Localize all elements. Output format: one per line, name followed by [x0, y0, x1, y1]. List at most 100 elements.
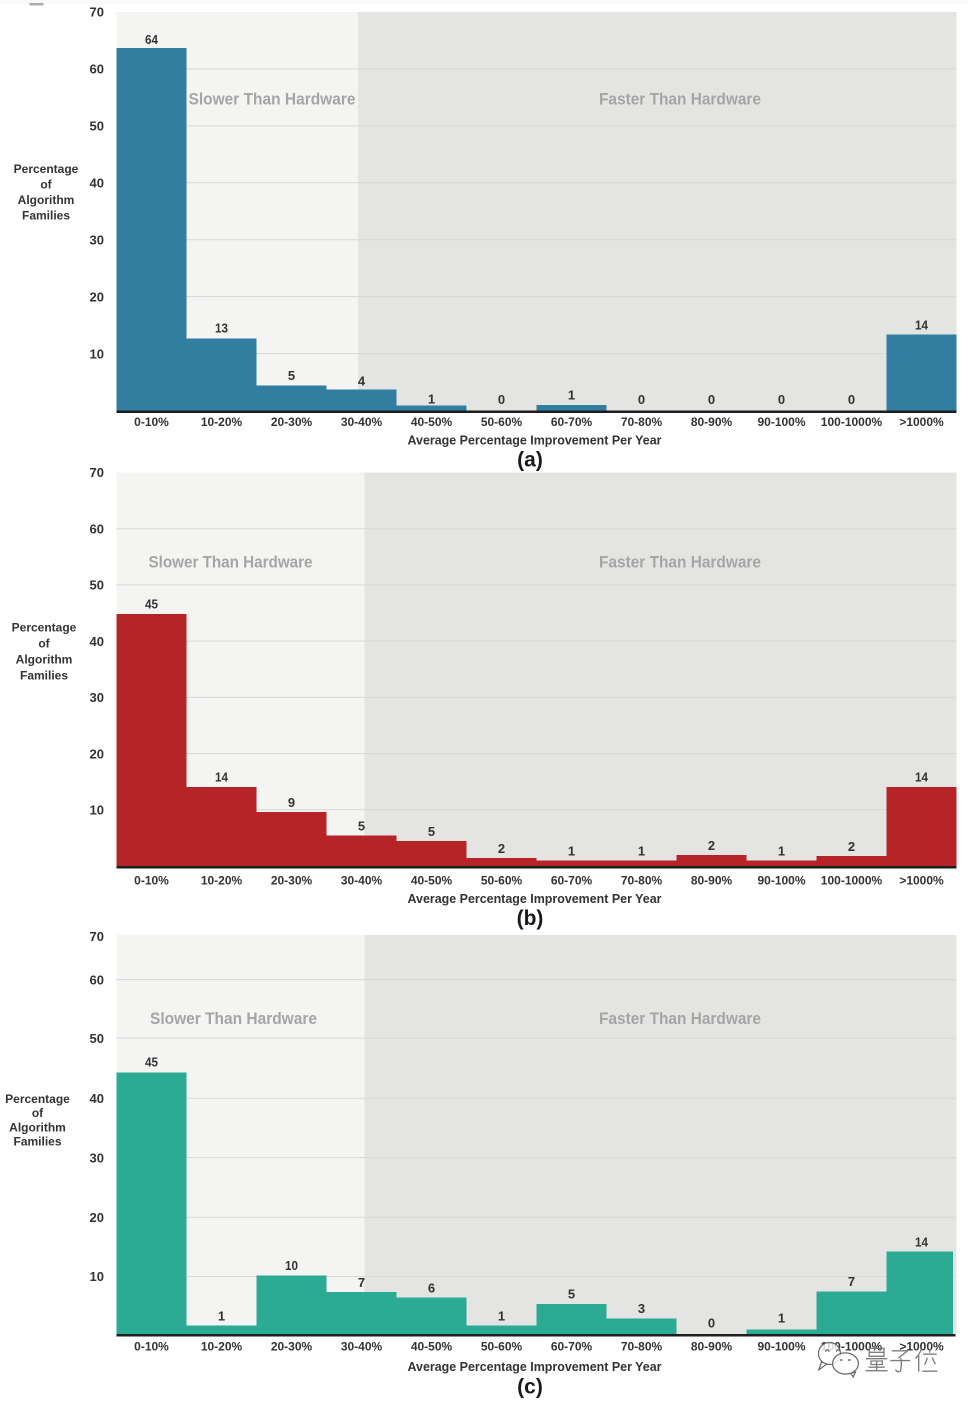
- svg-text:60-70%: 60-70%: [551, 415, 593, 429]
- svg-text:4: 4: [358, 374, 366, 389]
- svg-text:0-10%: 0-10%: [134, 1339, 169, 1353]
- svg-text:Faster Than Hardware: Faster Than Hardware: [599, 90, 761, 108]
- svg-text:3: 3: [638, 1301, 645, 1316]
- svg-text:30-40%: 30-40%: [341, 415, 383, 429]
- svg-text:of: of: [38, 637, 50, 651]
- svg-text:14: 14: [915, 770, 929, 785]
- svg-text:70-80%: 70-80%: [621, 873, 663, 887]
- svg-text:(c): (c): [517, 1376, 543, 1399]
- svg-text:0: 0: [848, 392, 855, 407]
- svg-text:5: 5: [428, 824, 435, 839]
- svg-text:7: 7: [848, 1274, 855, 1289]
- svg-text:0: 0: [498, 392, 505, 407]
- svg-text:Families: Families: [13, 1135, 61, 1149]
- svg-text:10-20%: 10-20%: [201, 873, 243, 887]
- svg-text:Families: Families: [22, 208, 70, 222]
- svg-text:Percentage: Percentage: [14, 162, 79, 176]
- svg-text:10: 10: [90, 346, 104, 361]
- svg-text:1: 1: [778, 844, 785, 859]
- svg-text:60-70%: 60-70%: [551, 1339, 593, 1353]
- svg-text:1: 1: [568, 844, 575, 859]
- svg-text:70: 70: [90, 5, 104, 20]
- svg-text:Algorithm: Algorithm: [16, 652, 73, 666]
- svg-text:of: of: [40, 177, 52, 191]
- svg-text:0: 0: [638, 392, 645, 407]
- svg-text:60: 60: [90, 521, 104, 536]
- svg-text:2: 2: [498, 841, 505, 856]
- svg-text:1: 1: [498, 1309, 505, 1324]
- svg-text:80-90%: 80-90%: [691, 415, 733, 429]
- svg-text:1: 1: [428, 392, 435, 407]
- svg-text:100-1000%: 100-1000%: [821, 873, 883, 887]
- svg-text:70: 70: [90, 465, 104, 480]
- svg-text:5: 5: [288, 368, 295, 383]
- svg-text:Slower Than Hardware: Slower Than Hardware: [189, 90, 356, 108]
- svg-text:70-80%: 70-80%: [621, 1339, 663, 1353]
- svg-text:9: 9: [288, 795, 295, 810]
- svg-text:10-20%: 10-20%: [201, 415, 243, 429]
- svg-text:of: of: [32, 1106, 44, 1120]
- svg-text:(b): (b): [517, 907, 544, 930]
- svg-text:30-40%: 30-40%: [341, 873, 383, 887]
- svg-text:100-1000%: 100-1000%: [821, 415, 883, 429]
- svg-text:>1000%: >1000%: [899, 1339, 944, 1353]
- svg-text:90-100%: 90-100%: [757, 415, 805, 429]
- svg-text:>1000%: >1000%: [899, 415, 944, 429]
- svg-text:14: 14: [915, 318, 929, 333]
- svg-text:50: 50: [90, 578, 104, 593]
- svg-text:20-30%: 20-30%: [271, 415, 313, 429]
- svg-text:Algorithm: Algorithm: [9, 1120, 66, 1134]
- svg-text:80-90%: 80-90%: [691, 1339, 733, 1353]
- svg-text:Percentage: Percentage: [5, 1092, 70, 1106]
- svg-text:1: 1: [638, 844, 645, 859]
- svg-text:45: 45: [145, 596, 158, 611]
- svg-text:20: 20: [90, 746, 104, 761]
- svg-text:80-90%: 80-90%: [691, 873, 733, 887]
- svg-text:Average Percentage Improvement: Average Percentage Improvement Per Year: [408, 434, 662, 448]
- svg-text:50-60%: 50-60%: [481, 873, 523, 887]
- svg-text:10: 10: [285, 1258, 298, 1273]
- svg-text:30-40%: 30-40%: [341, 1339, 383, 1353]
- svg-text:60: 60: [90, 62, 104, 77]
- svg-text:7: 7: [358, 1275, 365, 1290]
- svg-text:0: 0: [708, 392, 715, 407]
- svg-text:40: 40: [90, 1091, 104, 1106]
- svg-text:1: 1: [218, 1309, 225, 1324]
- svg-text:1: 1: [778, 1311, 785, 1326]
- svg-text:6: 6: [428, 1281, 435, 1296]
- svg-text:5: 5: [568, 1287, 575, 1302]
- svg-text:60: 60: [90, 972, 104, 987]
- svg-text:40-50%: 40-50%: [411, 415, 453, 429]
- svg-text:20: 20: [90, 1210, 104, 1225]
- svg-text:30: 30: [90, 690, 104, 705]
- svg-text:60-70%: 60-70%: [551, 873, 593, 887]
- svg-text:50-60%: 50-60%: [481, 1339, 523, 1353]
- svg-text:90-100%: 90-100%: [757, 1339, 805, 1353]
- svg-text:Algorithm: Algorithm: [18, 193, 75, 207]
- svg-text:Faster Than Hardware: Faster Than Hardware: [599, 1010, 761, 1028]
- svg-text:40-50%: 40-50%: [411, 1339, 453, 1353]
- svg-text:50: 50: [90, 1031, 104, 1046]
- svg-text:70: 70: [90, 929, 104, 944]
- svg-text:20-30%: 20-30%: [271, 1339, 313, 1353]
- svg-text:2: 2: [708, 838, 715, 853]
- svg-text:20: 20: [90, 289, 104, 304]
- svg-text:0: 0: [708, 1316, 715, 1331]
- svg-text:70-80%: 70-80%: [621, 415, 663, 429]
- svg-text:20-30%: 20-30%: [271, 873, 313, 887]
- svg-text:10: 10: [90, 803, 104, 818]
- svg-text:40: 40: [90, 634, 104, 649]
- svg-text:30: 30: [90, 232, 104, 247]
- svg-text:2: 2: [848, 839, 855, 854]
- svg-text:Slower Than Hardware: Slower Than Hardware: [149, 554, 313, 572]
- svg-text:Average Percentage Improvement: Average Percentage Improvement Per Year: [408, 892, 662, 906]
- svg-text:10: 10: [90, 1269, 104, 1284]
- svg-text:0-10%: 0-10%: [134, 415, 169, 429]
- svg-text:10-20%: 10-20%: [201, 1339, 243, 1353]
- svg-text:13: 13: [215, 321, 228, 336]
- svg-text:Percentage: Percentage: [12, 621, 77, 635]
- svg-text:0: 0: [778, 392, 785, 407]
- svg-text:14: 14: [215, 770, 229, 785]
- svg-text:50-60%: 50-60%: [481, 415, 523, 429]
- svg-text:Faster Than Hardware: Faster Than Hardware: [599, 554, 761, 572]
